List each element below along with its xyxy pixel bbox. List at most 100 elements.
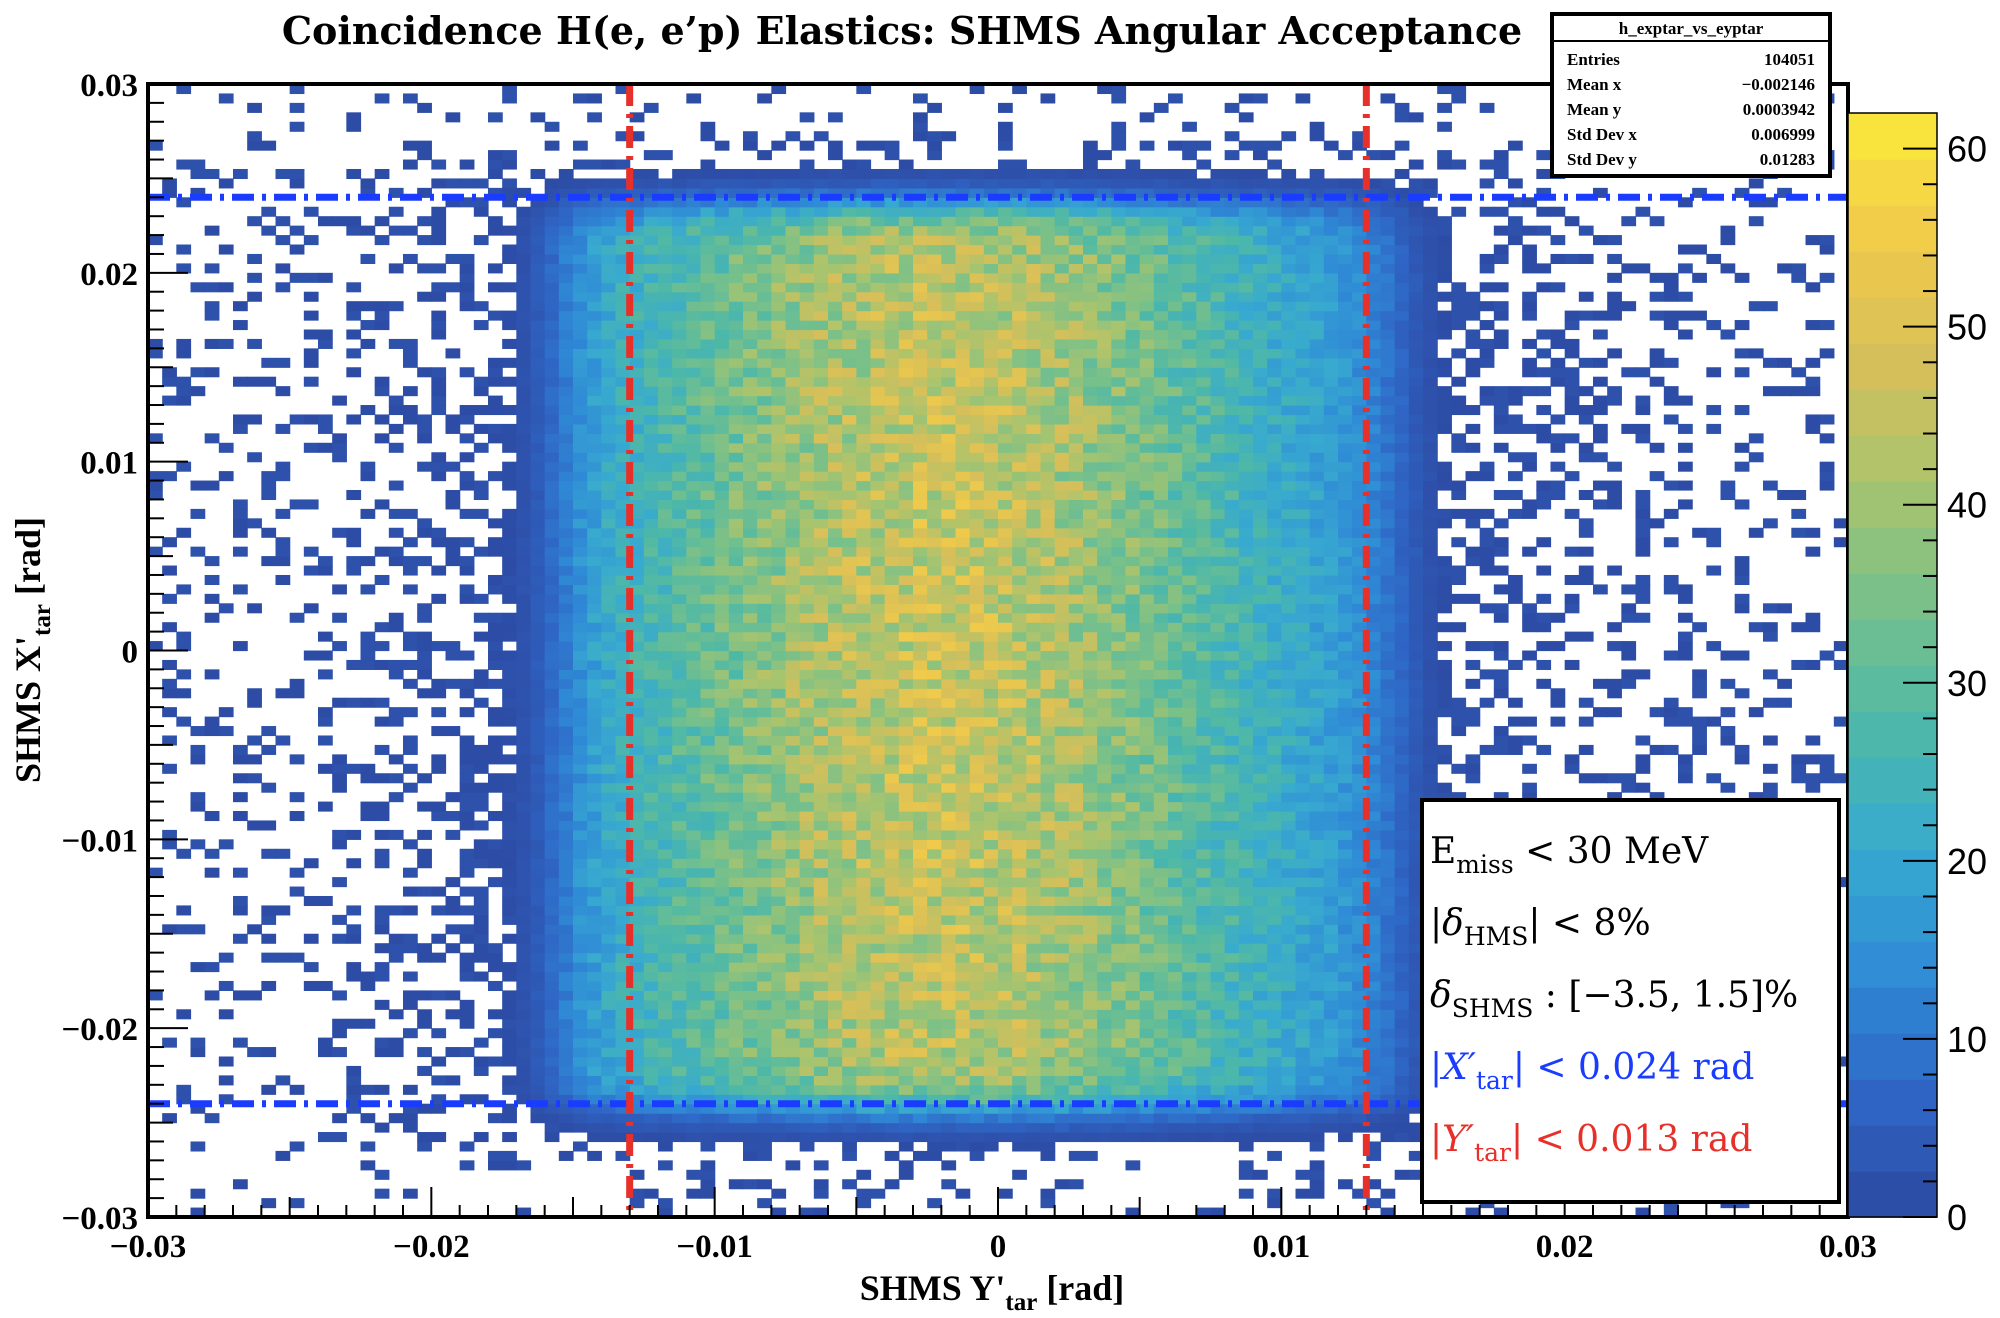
heatmap-cell <box>459 848 475 859</box>
heatmap-cell <box>218 707 234 718</box>
heatmap-cell <box>658 641 673 652</box>
heatmap-cell <box>884 244 900 255</box>
heatmap-cell <box>771 546 787 557</box>
heatmap-cell <box>544 574 560 586</box>
heatmap-cell <box>558 999 574 1010</box>
heatmap-cell <box>728 1018 744 1029</box>
heatmap-cell <box>573 782 588 793</box>
heatmap-cell <box>686 225 702 236</box>
heatmap-cell <box>983 1084 999 1095</box>
heatmap-cell <box>955 1075 971 1086</box>
heatmap-cell <box>615 301 631 312</box>
heatmap-cell <box>1054 669 1070 680</box>
heatmap-cell <box>573 253 588 264</box>
heatmap-cell <box>558 518 574 529</box>
heatmap-cell <box>190 726 206 737</box>
heatmap-cell <box>403 537 418 548</box>
heatmap-cell <box>913 537 928 548</box>
heatmap-cell <box>771 197 787 208</box>
heatmap-cell <box>629 574 645 586</box>
heatmap-cell <box>714 168 730 180</box>
heatmap-cell <box>927 499 942 510</box>
heatmap-cell <box>516 301 532 312</box>
heatmap-cell <box>955 697 971 708</box>
heatmap-cell <box>898 659 914 670</box>
heatmap-cell <box>459 707 475 718</box>
heatmap-cell <box>204 556 220 567</box>
heatmap-cell <box>856 386 872 397</box>
heatmap-cell <box>743 168 758 180</box>
heatmap-cell <box>417 952 432 963</box>
heatmap-cell <box>672 405 687 416</box>
heatmap-cell <box>658 905 673 916</box>
heatmap-cell <box>558 659 574 670</box>
heatmap-cell <box>998 508 1013 519</box>
heatmap-cell <box>544 877 560 888</box>
heatmap-cell <box>856 291 872 302</box>
heatmap-cell <box>530 1056 546 1067</box>
heatmap-cell <box>573 688 588 699</box>
heatmap-cell <box>629 1056 645 1067</box>
heatmap-cell <box>856 820 872 831</box>
heatmap-cell <box>870 1094 886 1105</box>
heatmap-cell <box>488 858 503 869</box>
heatmap-cell <box>870 659 886 670</box>
heatmap-cell <box>686 1047 702 1058</box>
heatmap-cell <box>573 452 588 463</box>
heatmap-cell <box>1012 820 1027 831</box>
heatmap-cell <box>884 489 900 501</box>
heatmap-cell <box>700 263 716 274</box>
heatmap-cell <box>898 1047 914 1058</box>
heatmap-cell <box>629 622 645 633</box>
heatmap-cell <box>544 735 560 746</box>
heatmap-cell <box>1054 744 1070 755</box>
heatmap-cell <box>927 1075 942 1086</box>
heatmap-cell <box>1012 357 1027 368</box>
heatmap-cell <box>558 338 574 349</box>
heatmap-cell <box>403 744 418 755</box>
heatmap-cell <box>785 707 801 718</box>
heatmap-cell <box>516 253 532 264</box>
heatmap-cell <box>743 376 758 387</box>
heatmap-cell <box>601 518 617 529</box>
heatmap-cell <box>530 924 546 935</box>
heatmap-cell <box>955 348 971 359</box>
heatmap-cell <box>743 546 758 557</box>
heatmap-cell <box>388 754 404 765</box>
heatmap-cell <box>1012 952 1027 963</box>
heatmap-cell <box>771 980 787 991</box>
heatmap-cell <box>983 924 999 935</box>
heatmap-cell <box>870 641 886 652</box>
heatmap-cell <box>459 508 475 519</box>
heatmap-cell <box>573 612 588 623</box>
heatmap-cell <box>289 84 305 95</box>
heatmap-cell <box>983 1037 999 1048</box>
heatmap-cell <box>927 423 942 434</box>
heatmap-cell <box>516 1075 532 1086</box>
heatmap-cell <box>658 1198 673 1209</box>
heatmap-cell <box>941 990 957 1001</box>
heatmap-cell <box>842 763 857 774</box>
heatmap-cell <box>927 943 942 954</box>
heatmap-cell <box>1026 367 1042 378</box>
heatmap-cell <box>686 168 702 180</box>
heatmap-cell <box>658 688 673 699</box>
heatmap-cell <box>233 499 248 510</box>
heatmap-cell <box>643 1122 659 1133</box>
heatmap-cell <box>799 886 815 897</box>
heatmap-cell <box>913 631 928 642</box>
heatmap-cell <box>785 1084 801 1095</box>
heatmap-cell <box>828 216 843 227</box>
heatmap-cell <box>573 943 588 954</box>
heatmap-cell <box>544 291 560 302</box>
heatmap-cell <box>643 867 659 878</box>
heatmap-cell <box>233 584 248 595</box>
heatmap-cell <box>1040 168 1056 180</box>
heatmap-cell <box>332 763 347 774</box>
heatmap-cell <box>870 405 886 416</box>
heatmap-cell <box>1026 206 1042 217</box>
heatmap-cell <box>459 159 475 170</box>
heatmap-cell <box>431 216 447 227</box>
heatmap-cell <box>204 480 220 491</box>
heatmap-cell <box>757 574 772 586</box>
